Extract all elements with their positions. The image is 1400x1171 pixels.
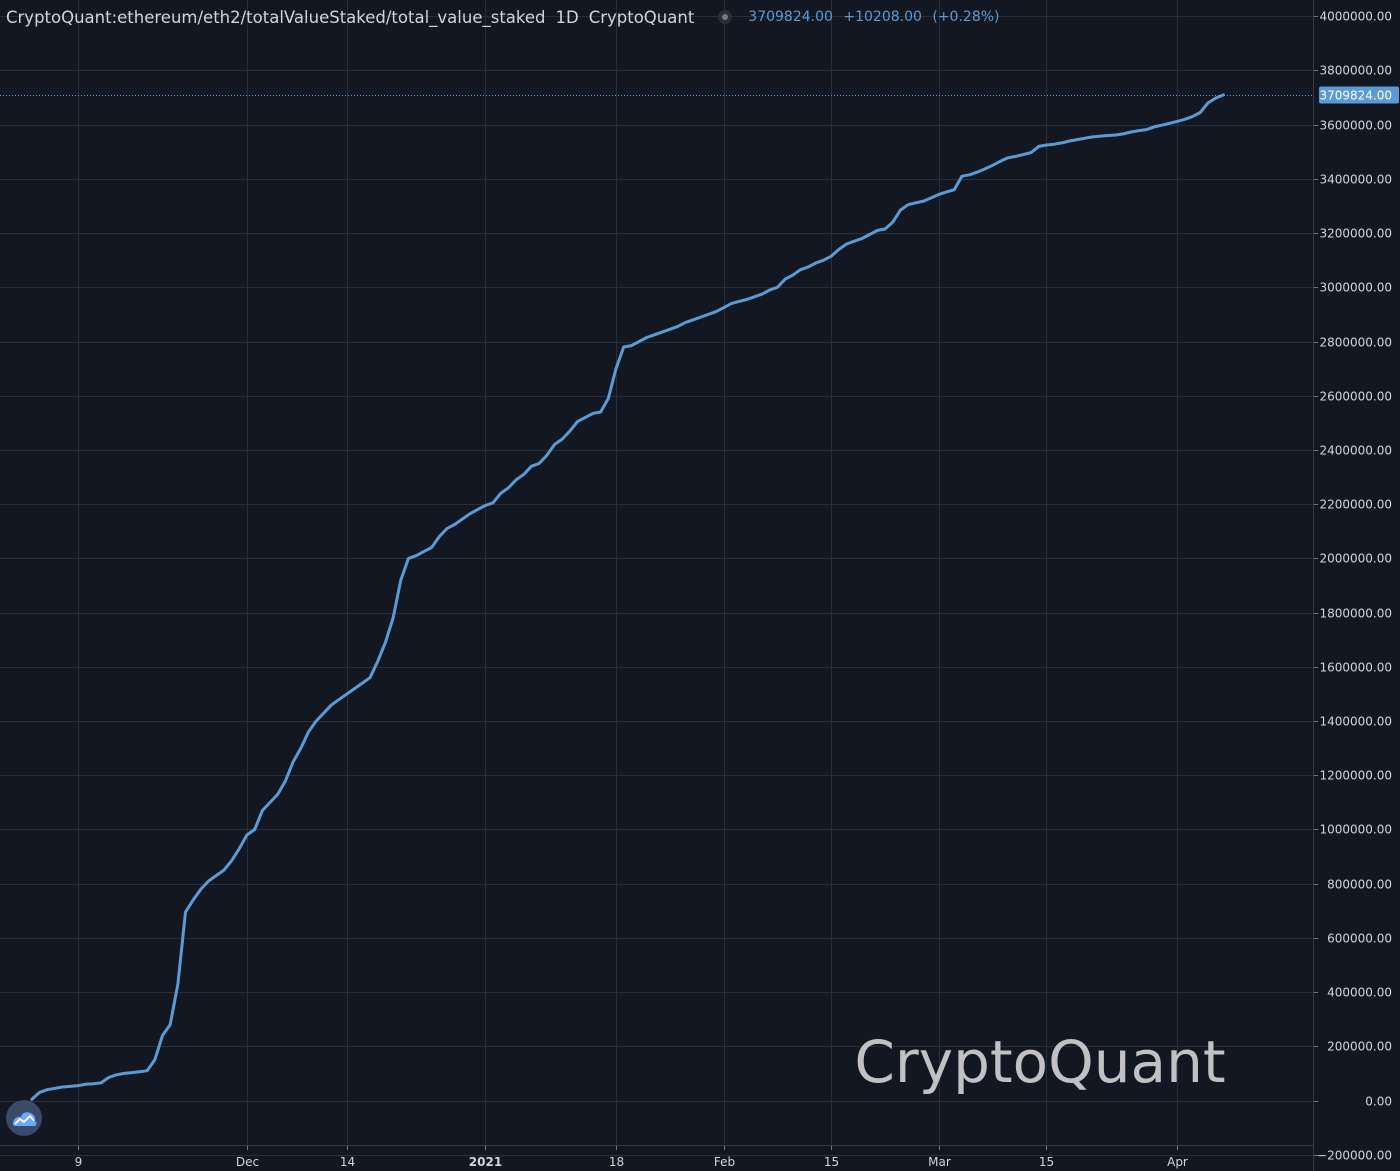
price-tick-label: 0.00 [1365,1095,1392,1109]
series-line [30,93,1225,1101]
price-tick-label: 2600000.00 [1319,390,1392,404]
price-tick-label: 3600000.00 [1319,119,1392,133]
price-tick-label: 400000.00 [1327,986,1392,1000]
price-tick-label: 1400000.00 [1319,715,1392,729]
legend-change-pct: (+0.28%) [932,9,1000,25]
last-price-label: 3709824.00 [1319,89,1392,103]
grid [0,0,1313,1156]
last-price-badge [1319,86,1399,104]
price-tick-label: 2200000.00 [1319,498,1392,512]
time-tick-label: 2021 [469,1155,502,1169]
legend-last-value: 3709824.00 [748,9,833,25]
tradingview-logo-icon[interactable] [6,1100,42,1136]
price-tick-label: 3200000.00 [1319,227,1392,241]
time-axis[interactable]: 9 Dec 14 2021 18 Feb 15 Mar 15 Apr [0,1145,1313,1169]
legend-change: +10208.00 [843,9,922,25]
price-tick-label: 1600000.00 [1319,661,1392,675]
price-tick-label: 600000.00 [1327,932,1392,946]
price-tick-label: 2000000.00 [1319,552,1392,566]
time-tick-label: 15 [824,1155,839,1169]
time-tick-label: Dec [236,1155,259,1169]
price-tick-label: 1000000.00 [1319,823,1392,837]
legend-interval[interactable]: 1D [555,7,579,27]
price-tick-label: 4000000.00 [1319,10,1392,24]
legend-symbol[interactable]: CryptoQuant:ethereum/eth2/totalValueStak… [6,7,546,27]
price-tick-label: 200000.00 [1327,1040,1392,1054]
price-axis[interactable]: −200000.00 0.00 200000.00 400000.00 600000.0… [1313,0,1399,1171]
legend-values: 3709824.00 +10208.00 (+0.28%) [748,9,999,25]
time-tick-label: Mar [928,1155,951,1169]
time-tick-label: 9 [75,1155,83,1169]
price-tick-label: 2800000.00 [1319,336,1392,350]
series-layer [0,93,1313,1101]
price-tick-label: 1200000.00 [1319,769,1392,783]
chart-legend: CryptoQuant:ethereum/eth2/totalValueStak… [6,6,1000,28]
price-tick-label: 2400000.00 [1319,444,1392,458]
visibility-toggle-icon[interactable] [718,10,733,24]
time-tick-label: 14 [340,1155,355,1169]
price-tick-label: 800000.00 [1327,878,1392,892]
price-tick-label: 1800000.00 [1319,607,1392,621]
time-tick-label: Apr [1167,1155,1188,1169]
price-tick-label: −200000.00 [1317,1149,1392,1163]
time-tick-label: Feb [714,1155,735,1169]
price-tick-label: 3000000.00 [1319,281,1392,295]
legend-source[interactable]: CryptoQuant [588,7,695,27]
price-tick-label: 3400000.00 [1319,173,1392,187]
time-tick-label: 18 [609,1155,624,1169]
time-tick-label: 15 [1039,1155,1054,1169]
watermark-text: CryptoQuant [854,1028,1225,1096]
price-tick-label: 3800000.00 [1319,64,1392,78]
